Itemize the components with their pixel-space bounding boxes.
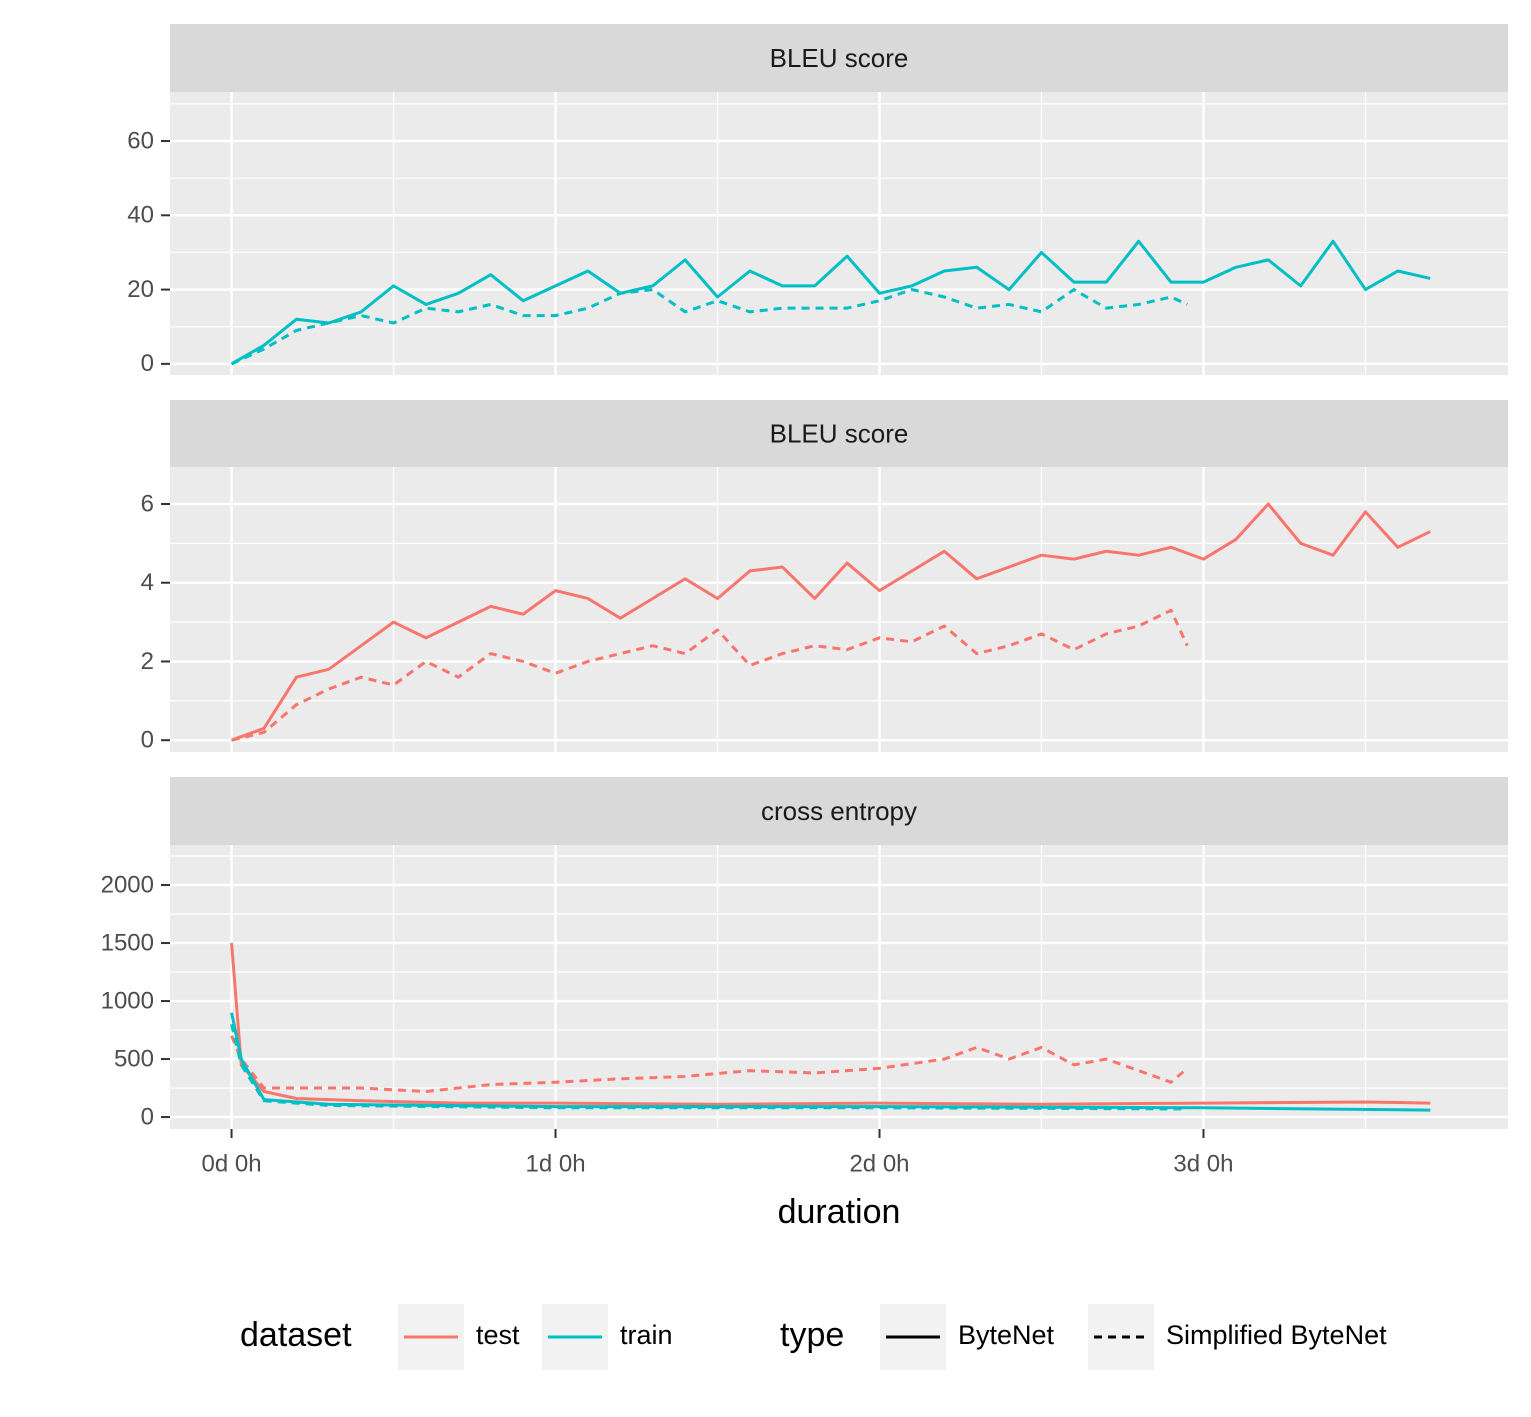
panel — [170, 467, 1508, 752]
y-tick-label: 500 — [114, 1045, 154, 1072]
y-tick-label: 0 — [141, 727, 154, 754]
y-tick-label: 1000 — [101, 987, 154, 1014]
legend-label: Simplified ByteNet — [1166, 1320, 1387, 1350]
x-tick-label: 0d 0h — [202, 1150, 262, 1177]
strip-label: BLEU score — [770, 43, 909, 73]
series-line — [231, 502, 1431, 742]
strip-label: cross entropy — [761, 796, 917, 826]
y-tick-label: 6 — [141, 490, 154, 517]
y-tick-label: 2000 — [101, 871, 154, 898]
legend-title: dataset — [240, 1316, 352, 1354]
series-line — [230, 1035, 1189, 1094]
strip — [170, 400, 1508, 467]
x-tick-label: 1d 0h — [525, 1150, 585, 1177]
series-line — [230, 942, 1431, 1106]
strip-label: BLEU score — [770, 418, 909, 448]
x-tick-label: 3d 0h — [1173, 1150, 1233, 1177]
series-line — [230, 239, 1431, 366]
strip — [170, 24, 1508, 92]
x-tick-label: 2d 0h — [849, 1150, 909, 1177]
x-axis-title: duration — [778, 1193, 901, 1231]
y-tick-label: 40 — [127, 202, 154, 229]
series-line — [231, 608, 1189, 742]
y-tick-label: 2 — [141, 648, 154, 675]
y-tick-label: 4 — [141, 569, 154, 596]
legend-label: test — [476, 1320, 520, 1350]
y-tick-label: 0 — [141, 350, 154, 377]
series-line — [230, 288, 1188, 366]
legend-label: train — [620, 1320, 673, 1350]
panel — [170, 92, 1508, 375]
legend-title: type — [780, 1316, 844, 1354]
y-tick-label: 20 — [127, 276, 154, 303]
legend-label: ByteNet — [958, 1320, 1055, 1350]
series-line — [230, 1012, 1431, 1112]
strip — [170, 777, 1508, 845]
y-tick-label: 1500 — [101, 929, 154, 956]
panel — [170, 845, 1508, 1129]
y-tick-label: 0 — [141, 1103, 154, 1130]
y-tick-label: 60 — [127, 127, 154, 154]
